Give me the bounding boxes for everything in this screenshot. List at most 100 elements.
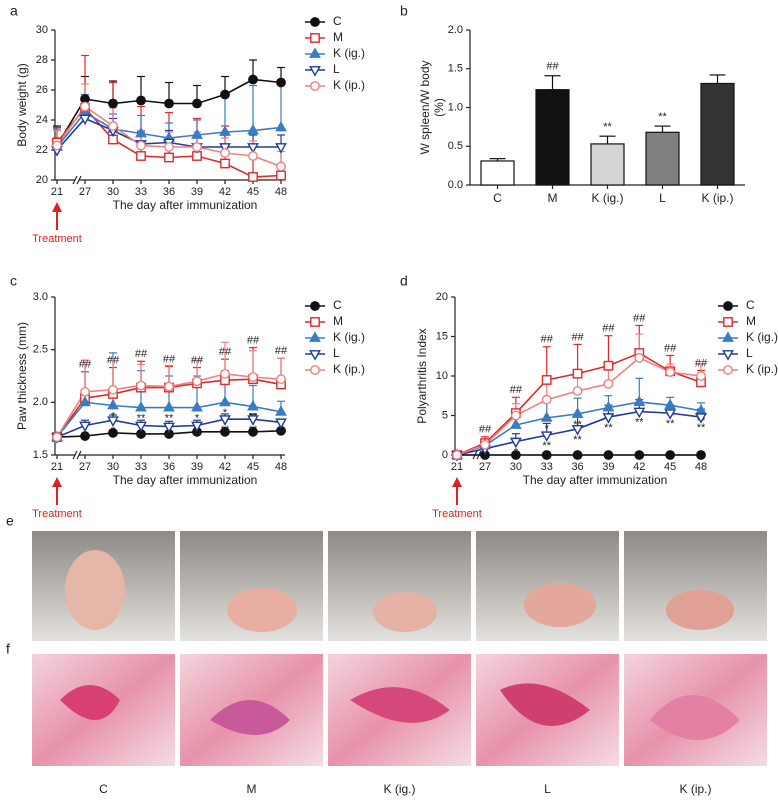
error-bar [544, 75, 561, 90]
legend-marker [310, 17, 320, 27]
marker [136, 380, 146, 391]
legend-marker [723, 301, 733, 311]
significance-label: ** [697, 422, 706, 434]
y-tick-label: 0.0 [448, 179, 463, 191]
marker [602, 413, 615, 424]
legend-label: K (ig.) [746, 330, 778, 344]
bar [700, 82, 735, 186]
significance-label: ## [135, 348, 148, 360]
x-tick-label: 48 [695, 461, 707, 473]
legend-marker [723, 317, 733, 327]
marker [135, 421, 147, 433]
significance-label: ## [79, 359, 92, 371]
panel-label: d [400, 273, 408, 289]
significance-label: * [111, 425, 116, 437]
annotation-arrowhead [52, 477, 62, 487]
error-bar [249, 84, 257, 131]
legend-label: C [333, 298, 342, 312]
tissue [210, 700, 290, 735]
marker [452, 450, 462, 460]
axis-break [76, 450, 82, 460]
panel-label: b [400, 3, 408, 19]
paw [524, 583, 596, 627]
marker [665, 367, 676, 377]
legend-marker [722, 350, 734, 361]
legend-label: L [746, 346, 753, 360]
marker [163, 400, 175, 412]
bar [480, 160, 515, 186]
tissue [350, 687, 450, 723]
y-axis-title: Paw thickness (mm) [15, 322, 29, 430]
legend-marker [310, 33, 320, 43]
legend-marker [310, 81, 320, 91]
marker [136, 95, 146, 106]
legend-marker [310, 301, 320, 311]
marker [276, 77, 286, 88]
marker [510, 410, 521, 421]
legend-marker [723, 365, 733, 375]
bar [535, 89, 570, 186]
legend-label: K (ip.) [333, 362, 365, 376]
significance-label: ** [573, 419, 582, 431]
y-tick-label: 2.0 [448, 24, 463, 36]
significance-label: ** [165, 431, 174, 443]
x-tick-label: 36 [163, 461, 175, 473]
marker [219, 143, 231, 154]
y-tick-label: 24 [36, 114, 48, 126]
significance-label: ** [165, 413, 174, 425]
x-tick-label: 45 [247, 461, 259, 473]
marker [510, 450, 521, 460]
marker [695, 413, 707, 424]
marker [275, 120, 287, 132]
marker [220, 89, 230, 100]
x-tick-label: 21 [451, 461, 463, 473]
marker [571, 407, 584, 418]
tissue [500, 683, 590, 726]
marker [275, 143, 287, 154]
marker [664, 409, 677, 420]
x-tick-label: 30 [107, 461, 119, 473]
marker [192, 142, 202, 152]
error-bar [81, 359, 89, 392]
marker [633, 407, 646, 419]
marker [191, 128, 203, 139]
x-tick-label: 27 [479, 461, 491, 473]
x-tick-label: 30 [107, 186, 119, 198]
marker [540, 431, 553, 442]
marker [79, 395, 91, 407]
legend-marker [309, 47, 321, 58]
significance-label: ** [666, 418, 675, 430]
x-tick-label: 33 [135, 461, 147, 473]
y-tick-label: 20 [436, 291, 448, 303]
significance-label: ** [604, 422, 613, 434]
photo-caption: M [247, 782, 257, 796]
marker [275, 405, 287, 416]
marker [108, 121, 118, 131]
paw [227, 588, 297, 632]
significance-label: ** [542, 440, 551, 452]
x-tick-label: 27 [79, 186, 91, 198]
marker [572, 386, 583, 396]
x-tick-label: 45 [664, 461, 676, 473]
marker [664, 398, 677, 410]
marker [219, 395, 231, 407]
significance-label: * [223, 407, 228, 419]
significance-label: ## [479, 424, 492, 436]
significance-label: ## [633, 312, 646, 324]
marker [192, 376, 202, 387]
significance-label: * [514, 446, 519, 458]
significance-label: ## [219, 346, 232, 358]
legend-label: M [333, 314, 343, 328]
y-tick-label: 15 [436, 330, 448, 342]
marker [108, 384, 118, 395]
y-tick-label: 0.5 [448, 140, 463, 152]
marker [220, 426, 230, 437]
marker [603, 450, 614, 460]
marker [603, 360, 614, 371]
marker [107, 398, 119, 410]
paw [65, 550, 125, 630]
significance-label: * [83, 430, 88, 442]
legend-label: M [333, 30, 343, 44]
panel-label: f [6, 641, 10, 657]
